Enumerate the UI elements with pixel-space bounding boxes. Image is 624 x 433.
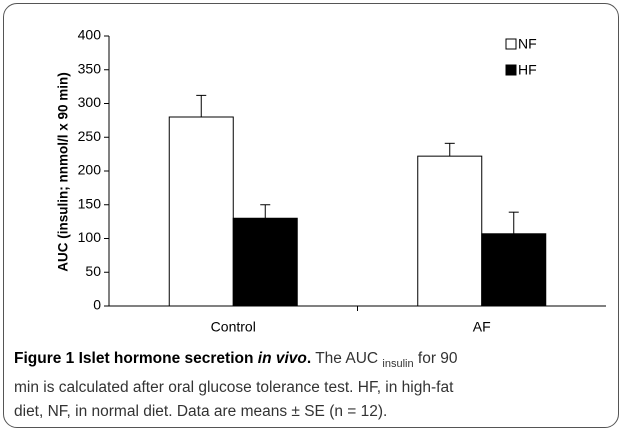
bar (481, 233, 547, 307)
y-tick-label: 300 (78, 94, 102, 110)
legend-swatch (505, 38, 517, 50)
caption-title-italic: in vivo (257, 350, 307, 367)
chart: AUC (insulin; nnmol/l x 90 min) 0 50 100 15… (56, 27, 606, 335)
caption-title-end: . (306, 350, 312, 367)
y-tick-label: 250 (78, 128, 102, 144)
legend-label: NF (518, 36, 537, 52)
y-axis-label: AUC (insulin; nnmol/l x 90 min) (56, 72, 71, 272)
caption-title: Figure 1 Islet hormone secretion (14, 350, 258, 367)
x-tick-label: Control (211, 319, 256, 335)
caption-text: The AUC (311, 350, 383, 367)
y-tick-label: 50 (85, 263, 101, 279)
legend-swatch (505, 64, 517, 76)
y-tick-label: 0 (93, 297, 101, 313)
figure-panel: AUC (insulin; nnmol/l x 90 min) 0 50 100 15… (3, 3, 619, 428)
bar (417, 155, 483, 307)
y-tick-label: 150 (78, 195, 102, 211)
y-tick-label: 350 (78, 60, 102, 76)
caption-text: min is calculated after oral glucose tol… (14, 379, 454, 397)
bar (232, 217, 298, 307)
y-tick-label: 400 (78, 27, 102, 43)
caption-text: diet, NF, in normal diet. Data are means… (14, 403, 388, 421)
legend-label: HF (518, 62, 537, 78)
caption-subscript: insulin (382, 358, 414, 371)
bar (168, 116, 234, 307)
y-tick-label: 100 (78, 229, 102, 245)
x-tick-label: AF (473, 319, 491, 335)
caption: Figure 1 Islet hormone secretion in vivo… (14, 347, 614, 424)
caption-text: for 90 (413, 350, 458, 367)
y-tick-label: 200 (78, 162, 102, 178)
